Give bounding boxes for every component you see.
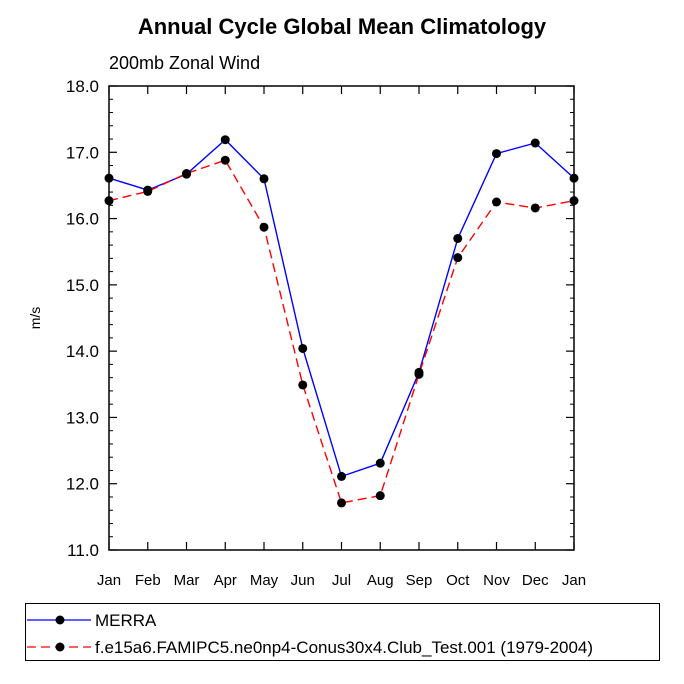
series-0-point-jan [104, 173, 114, 183]
legend-swatch-merra [27, 615, 91, 625]
chart-plot: 11.0 12.0 13.0 14.0 15.0 16.0 17.0 18.0 Jan Feb M… [27, 77, 586, 589]
y-tick-label: 13.0 [66, 408, 99, 427]
chart-title: Annual Cycle Global Mean Climatology [137, 14, 547, 39]
series-0-point-dec [530, 138, 540, 148]
y-tick-label: 17.0 [66, 143, 99, 162]
series-1-point-nov [492, 197, 501, 207]
x-tick-label: Dec [522, 572, 549, 589]
series-1-point-mar [182, 168, 191, 178]
y-tick-label: 12.0 [66, 475, 99, 494]
series-1-point-jan [569, 196, 579, 206]
x-tick-label: Feb [135, 572, 161, 589]
series-0-point-oct [453, 233, 463, 243]
y-tick-label: 18.0 [66, 77, 99, 96]
x-tick-label: Apr [214, 572, 237, 589]
series-1-point-apr [220, 155, 230, 165]
y-axis-label: m/s [27, 307, 43, 330]
series-1-point-may [259, 222, 269, 232]
legend-swatch-model [27, 642, 91, 652]
legend-item-merra: MERRA [26, 608, 659, 634]
legend-label-merra: MERRA [95, 611, 157, 630]
x-tick-label: Aug [367, 572, 394, 589]
x-tick-label: Jun [291, 572, 315, 589]
series-0-point-aug [375, 458, 385, 468]
series-1-point-dec [530, 203, 540, 213]
series-0-point-jan [569, 173, 579, 183]
series-1-point-jan [104, 196, 114, 206]
series-1-point-sep [414, 369, 424, 379]
legend-item-model: f.e15a6.FAMIPC5.ne0np4-Conus30x4.Club_Te… [26, 635, 659, 661]
x-tick-label: Jan [97, 572, 121, 589]
series-0-point-nov [492, 149, 501, 159]
series-1-point-oct [453, 253, 463, 263]
series-1-point-aug [375, 491, 385, 501]
y-tick-label: 15.0 [66, 276, 99, 295]
series-line-0 [108, 138, 575, 478]
series-0-point-apr [220, 135, 230, 145]
series-1-point-jul [337, 498, 346, 508]
legend-label-model: f.e15a6.FAMIPC5.ne0np4-Conus30x4.Club_Te… [95, 638, 594, 657]
x-tick-label: Jan [562, 572, 586, 589]
x-tick-label: Jul [332, 572, 351, 589]
x-tick-label: Oct [446, 572, 470, 589]
x-tick-label: Mar [174, 572, 200, 589]
series-0-point-jun [298, 343, 308, 353]
y-tick-label: 16.0 [66, 210, 99, 229]
series-line-1 [108, 159, 575, 504]
series-0-point-may [259, 174, 269, 184]
y-tick-label: 14.0 [66, 342, 99, 361]
x-tick-label: Sep [406, 572, 433, 589]
series-1-point-feb [143, 186, 153, 196]
series-1-point-jun [298, 380, 308, 390]
x-tick-label: May [250, 572, 279, 589]
x-tick-label: Nov [483, 572, 510, 589]
chart-subtitle: 200mb Zonal Wind [109, 53, 261, 73]
legend: MERRA f.e15a6.FAMIPC5.ne0np4-Conus30x4.C… [25, 603, 660, 661]
series-0-point-jul [337, 471, 346, 481]
y-tick-label: 11.0 [67, 541, 99, 560]
